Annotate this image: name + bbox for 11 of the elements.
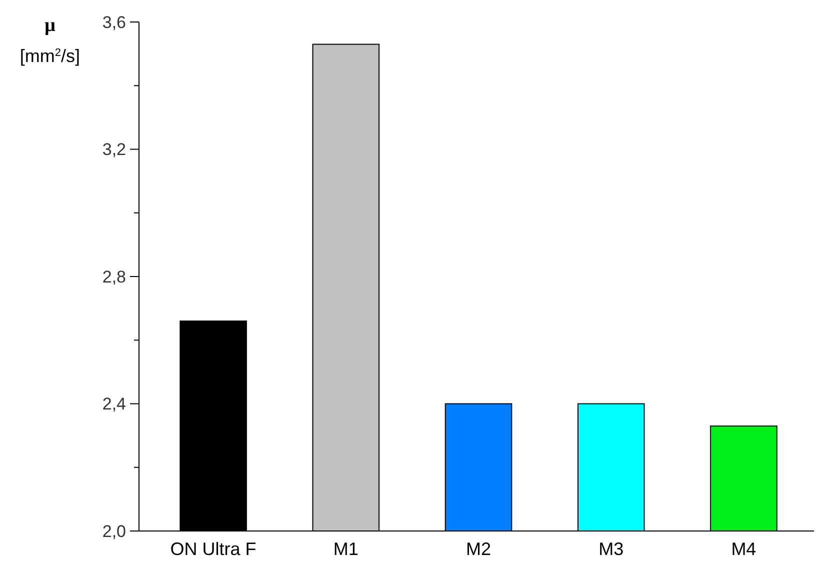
y-tick-label: 2,4 xyxy=(102,394,126,414)
y-tick-label: 2,0 xyxy=(102,522,126,541)
y-axis-title: μ [mm$^{2}$/s] xyxy=(20,15,80,66)
x-tick-label: M3 xyxy=(598,539,624,559)
y-tick-label: 2,8 xyxy=(102,267,126,286)
y-tick-label: 3,6 xyxy=(102,12,126,32)
x-tick-label: M1 xyxy=(333,539,358,559)
x-tick-label: ON Ultra F xyxy=(170,539,256,559)
y-tick-label: 3,2 xyxy=(102,140,126,160)
x-tick-label: M2 xyxy=(466,539,492,559)
x-tick-label: M4 xyxy=(731,539,756,559)
